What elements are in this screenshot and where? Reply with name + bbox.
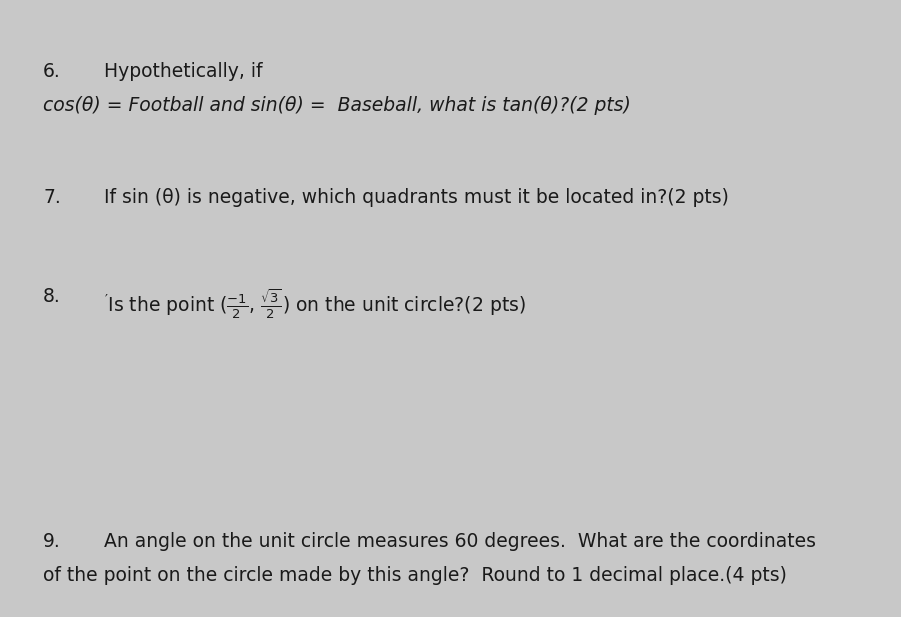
Text: 7.: 7. (43, 188, 61, 207)
Text: 8.: 8. (43, 287, 61, 306)
Text: An angle on the unit circle measures 60 degrees.  What are the coordinates: An angle on the unit circle measures 60 … (104, 532, 815, 551)
Text: 9.: 9. (43, 532, 61, 551)
Text: If sin (θ) is negative, which quadrants must it be located in?(2 pts): If sin (θ) is negative, which quadrants … (104, 188, 729, 207)
Text: Hypothetically, if: Hypothetically, if (104, 62, 262, 81)
Text: cos(θ) = Football and sin(θ) =  Baseball, what is tan(θ)?(2 pts): cos(θ) = Football and sin(θ) = Baseball,… (43, 96, 631, 115)
Text: $\mathregular{'}$Is the point ($\mathregular{\frac{-1}{2}}$, $\mathregular{\frac: $\mathregular{'}$Is the point ($\mathreg… (104, 287, 525, 321)
Text: 6.: 6. (43, 62, 61, 81)
Text: of the point on the circle made by this angle?  Round to 1 decimal place.(4 pts): of the point on the circle made by this … (43, 566, 787, 586)
